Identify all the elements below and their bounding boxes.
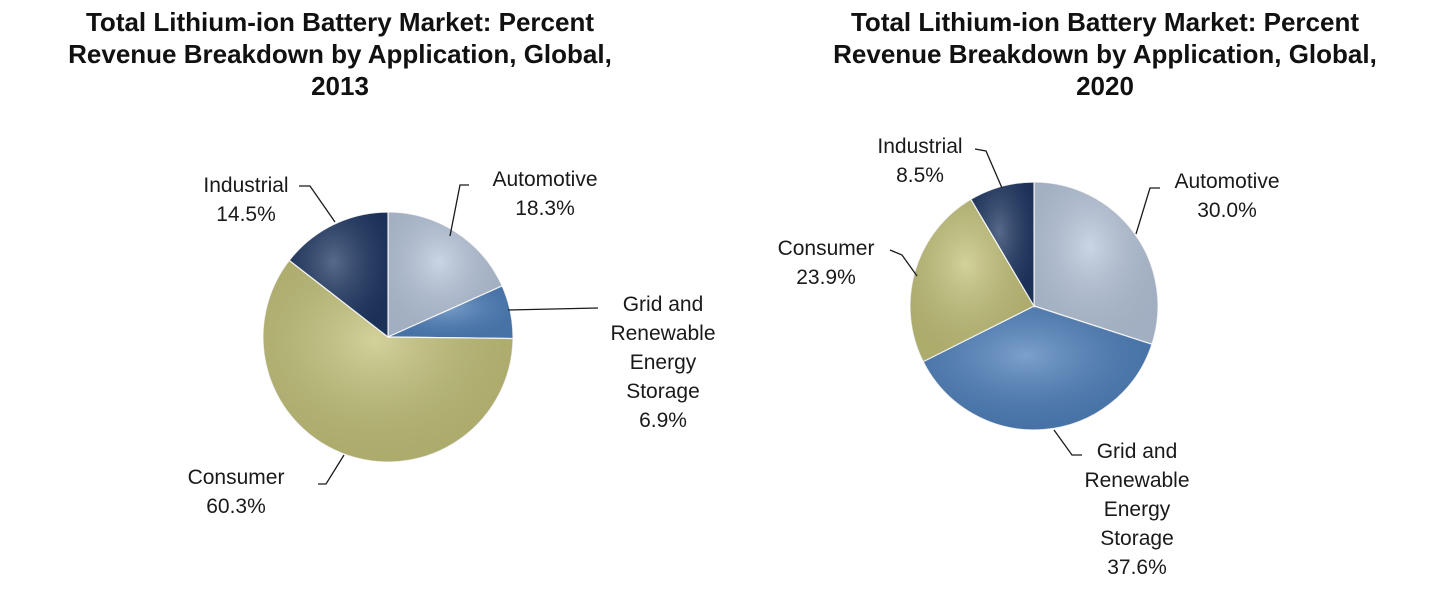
slice-shading	[909, 199, 1034, 362]
data-label-grid-and-renewable-energy-storage: Grid and Renewable Energy Storage 37.6%	[1053, 429, 1190, 579]
label-category-text: Storage	[626, 380, 700, 403]
label-value-text: 23.9%	[796, 266, 856, 289]
pie-slice-consumer	[262, 259, 514, 463]
slice-shading	[923, 306, 1152, 431]
slice-shading	[262, 260, 513, 463]
pie-slice-automotive	[387, 211, 503, 338]
slice-shading	[970, 182, 1034, 306]
label-category-text: Industrial	[203, 174, 288, 197]
label-category-text: Renewable	[1084, 469, 1189, 492]
slice-shading	[388, 212, 503, 337]
label-category-text: Consumer	[188, 466, 285, 489]
label-value-text: 6.9%	[639, 409, 687, 432]
leader-line	[974, 148, 1003, 189]
slice-shading	[1034, 182, 1158, 345]
title-line: 2020	[1076, 71, 1134, 101]
label-category-text: Storage	[1100, 527, 1174, 550]
data-label-consumer: Consumer 60.3%	[188, 454, 345, 518]
label-value-text: 18.3%	[515, 197, 575, 220]
slice-shading	[388, 285, 513, 339]
chart-title-2020: Total Lithium-ion Battery Market: Percen…	[785, 6, 1425, 102]
chart-title-2013: Total Lithium-ion Battery Market: Percen…	[20, 6, 660, 102]
label-category-text: Energy	[1104, 498, 1171, 521]
title-line: 2013	[311, 71, 369, 101]
title-line: Total Lithium-ion Battery Market: Percen…	[850, 7, 1360, 37]
label-category-text: Grid and	[1097, 440, 1178, 463]
pie-slice-grid-and-renewable-energy-storage	[922, 305, 1153, 431]
label-category-text: Automotive	[1174, 170, 1279, 193]
pie-slice-industrial	[970, 181, 1035, 309]
data-label-industrial: Industrial 8.5%	[877, 135, 1003, 189]
label-value-text: 30.0%	[1197, 199, 1257, 222]
title-line: Revenue Breakdown by Application, Global…	[68, 39, 612, 69]
pie-slice-industrial	[288, 211, 389, 339]
data-label-automotive: Automotive 18.3%	[449, 168, 598, 237]
label-category-text: Grid and	[623, 293, 704, 316]
label-value-text: 60.3%	[206, 495, 266, 518]
label-category-text: Consumer	[778, 237, 875, 260]
label-category-text: Energy	[630, 351, 697, 374]
title-line: Revenue Breakdown by Application, Global…	[833, 39, 1377, 69]
label-value-text: 14.5%	[216, 203, 276, 226]
slice-shading	[289, 212, 388, 337]
data-label-consumer: Consumer 23.9%	[778, 237, 918, 289]
leader-line	[1135, 187, 1160, 235]
label-value-text: 8.5%	[896, 164, 944, 187]
data-label-automotive: Automotive 30.0%	[1135, 170, 1280, 235]
data-label-grid-and-renewable-energy-storage: Grid and Renewable Energy Storage 6.9%	[507, 293, 716, 432]
label-category-text: Renewable	[610, 322, 715, 345]
data-label-industrial: Industrial 14.5%	[203, 174, 336, 226]
label-category-text: Industrial	[877, 135, 962, 158]
label-value-text: 37.6%	[1107, 556, 1167, 579]
title-line: Total Lithium-ion Battery Market: Percen…	[85, 7, 595, 37]
leader-line	[299, 185, 336, 223]
leader-line	[507, 307, 599, 311]
leader-line	[318, 454, 345, 485]
leader-line	[1053, 429, 1082, 456]
pie-chart-2020: Automotive 30.0% Grid and Renewable Energy St…	[778, 135, 1280, 579]
pie-slice-automotive	[1033, 181, 1159, 346]
label-category-text: Automotive	[492, 168, 597, 191]
pie-slice-consumer	[909, 198, 1035, 363]
pie-chart-2013: Automotive 18.3% Grid and Renewable Energy St…	[188, 168, 716, 518]
leader-line	[449, 184, 469, 237]
leader-line	[889, 249, 918, 277]
